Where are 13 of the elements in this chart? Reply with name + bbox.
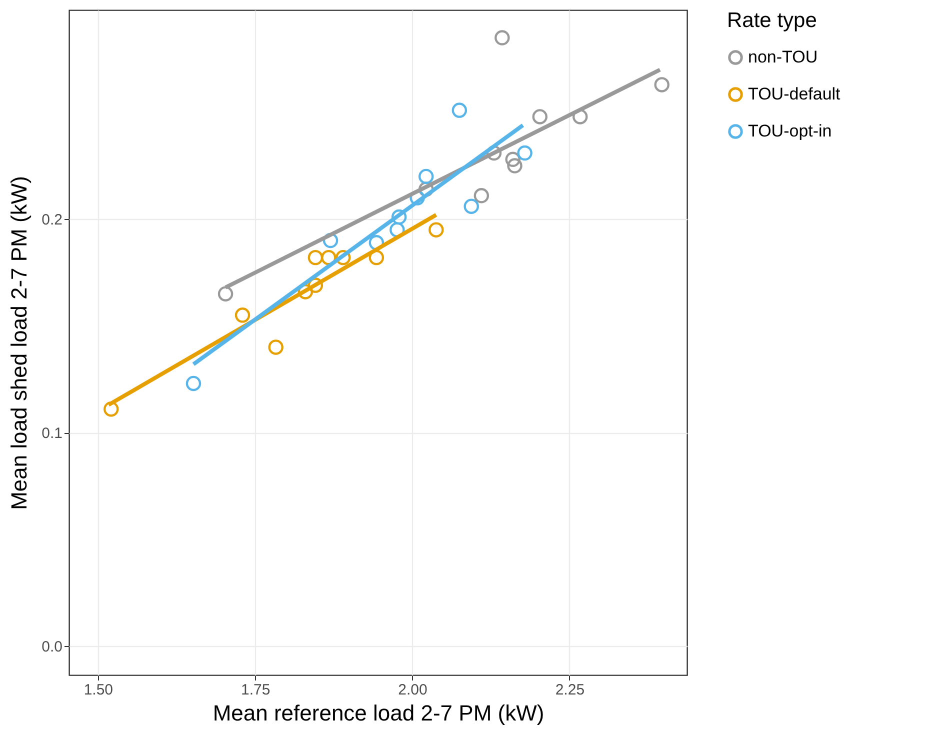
x-tick-label: 1.50 xyxy=(84,682,114,698)
legend-label: TOU-opt-in xyxy=(748,122,832,140)
x-tick-label: 2.25 xyxy=(555,682,585,698)
y-tick-label: 0.1 xyxy=(42,425,62,442)
y-tick-label: 0.2 xyxy=(42,212,62,229)
x-tick-label: 1.75 xyxy=(240,682,270,698)
x-axis-title: Mean reference load 2-7 PM (kW) xyxy=(212,700,544,726)
y-axis-title: Mean load shed load 2-7 PM (kW) xyxy=(6,176,32,510)
legend-label: non-TOU xyxy=(748,48,818,66)
y-tick-label: 0.0 xyxy=(42,638,62,656)
legend-label: TOU-default xyxy=(748,84,841,104)
x-tick-label: 2.00 xyxy=(398,682,428,698)
legend-title: Rate type xyxy=(727,9,817,32)
